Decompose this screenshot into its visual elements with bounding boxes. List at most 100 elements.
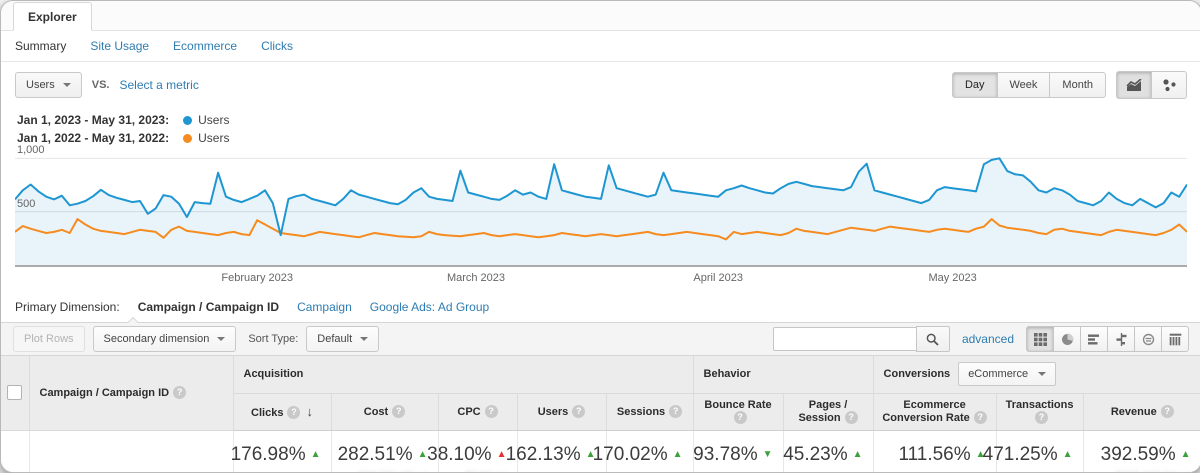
- metric-dropdown-label: Users: [26, 79, 55, 91]
- legend-range-2022: Jan 1, 2022 - May 31, 2022:: [17, 131, 170, 145]
- sort-type-label: Sort Type:: [248, 333, 299, 345]
- x-axis-labels: February 2023 March 2023 April 2023 May 202…: [15, 267, 1187, 290]
- search-button[interactable]: [915, 326, 950, 352]
- primary-dimension-bar: Primary Dimension: Campaign / Campaign I…: [1, 290, 1200, 322]
- help-icon[interactable]: ?: [844, 411, 858, 424]
- timeseries-chart[interactable]: 1,000 500: [15, 144, 1187, 267]
- trend-up-icon: ▲: [310, 449, 321, 460]
- caret-down-icon: [360, 337, 369, 341]
- cell-bounce-rate: 93.78%▼ 2.43% vs 39.13%: [693, 430, 784, 472]
- performance-view-button[interactable]: [1080, 326, 1108, 352]
- select-a-metric-link[interactable]: Select a metric: [119, 78, 199, 92]
- column-header-sessions[interactable]: Sessions?: [606, 393, 694, 431]
- granularity-week-button[interactable]: Week: [996, 72, 1051, 98]
- search-icon: [927, 333, 940, 346]
- series-dot-orange-icon: [183, 133, 193, 143]
- cell-sessions: 170.02%▲ 127,393 vs 47,179: [593, 430, 694, 472]
- motion-chart-type-button[interactable]: [1151, 71, 1187, 99]
- trend-up-icon: ▲: [672, 449, 683, 460]
- x-axis-month-label: February 2023: [221, 272, 293, 284]
- help-icon[interactable]: ?: [1035, 411, 1049, 424]
- table-row: 176.98%▲ 99,992 vs 36,101 282.51%▲ $63,0…: [1, 430, 1200, 472]
- conversions-goal-dropdown[interactable]: eCommerce: [958, 362, 1057, 387]
- cell-ecommerce-conversion-rate: 111.56%▲ 4.04% vs 1.91%: [873, 430, 997, 472]
- tab-explorer[interactable]: Explorer: [13, 2, 92, 31]
- help-icon[interactable]: ?: [572, 405, 586, 418]
- pie-chart-icon: [1061, 333, 1073, 345]
- plot-rows-button[interactable]: Plot Rows: [13, 326, 85, 352]
- trend-up-icon: ▲: [417, 449, 428, 460]
- trend-down-icon: ▼: [762, 449, 773, 460]
- x-axis-month-label: March 2023: [446, 272, 506, 284]
- row-checkbox-cell[interactable]: [1, 430, 30, 472]
- campaign-column-header[interactable]: Campaign / Campaign ID?: [29, 356, 234, 431]
- help-icon[interactable]: ?: [287, 406, 301, 419]
- subnav-site-usage[interactable]: Site Usage: [90, 39, 150, 53]
- series-dot-blue-icon: [183, 115, 193, 125]
- vs-label: VS.: [91, 79, 110, 91]
- secondary-dimension-dropdown[interactable]: Secondary dimension: [92, 326, 237, 352]
- comparison-view-button[interactable]: [1107, 326, 1135, 352]
- chart-type-toggle: [1116, 71, 1187, 99]
- line-chart-type-button[interactable]: [1116, 71, 1152, 99]
- x-axis-month-label: April 2023: [693, 272, 743, 284]
- column-header-cost[interactable]: Cost?: [331, 393, 439, 431]
- granularity-day-button[interactable]: Day: [951, 72, 998, 98]
- granularity-month-button[interactable]: Month: [1049, 72, 1106, 98]
- percentage-view-button[interactable]: [1053, 326, 1081, 352]
- metric-dropdown[interactable]: Users: [15, 72, 82, 98]
- table-view-button[interactable]: [1026, 326, 1054, 352]
- column-header-revenue[interactable]: Revenue?: [1083, 393, 1200, 431]
- sort-desc-icon: ↓: [306, 404, 313, 419]
- pivot-view-button[interactable]: [1161, 326, 1189, 352]
- advanced-link[interactable]: advanced: [961, 332, 1014, 346]
- sort-type-dropdown[interactable]: Default: [306, 326, 380, 352]
- legend-item-2023: Jan 1, 2023 - May 31, 2023: Users: [17, 111, 1185, 129]
- conversions-goal-value: eCommerce: [968, 368, 1029, 381]
- trend-up-icon: ▲: [1180, 449, 1191, 460]
- campaign-metrics-table: Campaign / Campaign ID? Acquisition Beha…: [1, 356, 1200, 472]
- series-2022-line: [15, 219, 1187, 239]
- help-icon[interactable]: ?: [973, 411, 987, 424]
- select-all-checkbox[interactable]: [7, 385, 23, 401]
- help-icon[interactable]: ?: [484, 405, 498, 418]
- dimension-campaign-link[interactable]: Campaign: [297, 300, 352, 314]
- help-icon[interactable]: ?: [669, 405, 683, 418]
- help-icon[interactable]: ?: [1160, 405, 1174, 418]
- series-2023-line: [15, 158, 1187, 235]
- column-header-transactions[interactable]: Transactions?: [996, 393, 1084, 431]
- help-icon[interactable]: ?: [733, 411, 747, 424]
- data-table-icon: [1033, 332, 1047, 346]
- tab-strip: Explorer: [1, 1, 1200, 31]
- pivot-icon: [1169, 333, 1181, 345]
- cell-users: 162.13%▲ 69,305 vs 26,439: [506, 430, 607, 472]
- bar-chart-icon: [1087, 334, 1099, 344]
- column-header-clicks[interactable]: Clicks? ↓: [233, 393, 332, 431]
- help-icon[interactable]: ?: [392, 405, 406, 418]
- legend-label-2023: Users: [198, 113, 230, 127]
- granularity-toggle: Day Week Month: [951, 72, 1106, 98]
- column-header-bounce-rate[interactable]: Bounce Rate?: [693, 393, 784, 431]
- row-campaign-cell: [29, 430, 234, 472]
- table-search-input[interactable]: [772, 327, 916, 351]
- series-2023-area: [15, 158, 1187, 265]
- subnav-summary[interactable]: Summary: [15, 39, 67, 53]
- subnav-clicks[interactable]: Clicks: [261, 39, 294, 53]
- subnav-ecommerce[interactable]: Ecommerce: [173, 39, 238, 53]
- column-header-ecommerce-conversion-rate[interactable]: Ecommerce Conversion Rate?: [873, 393, 997, 431]
- cell-cpc: 38.10%▲ $0.63 vs $0.60: [427, 430, 518, 472]
- chart-controls: Users VS. Select a metric Day Week Month: [1, 62, 1200, 107]
- group-header-behavior: Behavior: [693, 356, 874, 394]
- term-cloud-view-button[interactable]: [1134, 326, 1162, 352]
- help-icon[interactable]: ?: [173, 386, 187, 400]
- group-header-conversions: Conversions eCommerce: [873, 356, 1200, 394]
- column-header-users[interactable]: Users?: [517, 393, 607, 431]
- select-all-header-cell: [1, 356, 30, 431]
- legend-item-2022: Jan 1, 2022 - May 31, 2022: Users: [17, 129, 1185, 147]
- line-chart-icon: [1126, 78, 1142, 91]
- dimension-adgroup-link[interactable]: Google Ads: Ad Group: [369, 300, 490, 314]
- column-header-cpc[interactable]: CPC?: [438, 393, 518, 431]
- column-header-pages-session[interactable]: Pages / Session?: [783, 393, 874, 431]
- cell-revenue: 392.59%▲ $295,685.84 vs$60,322.28: [1083, 430, 1200, 472]
- dimension-campaign-id[interactable]: Campaign / Campaign ID: [137, 300, 280, 314]
